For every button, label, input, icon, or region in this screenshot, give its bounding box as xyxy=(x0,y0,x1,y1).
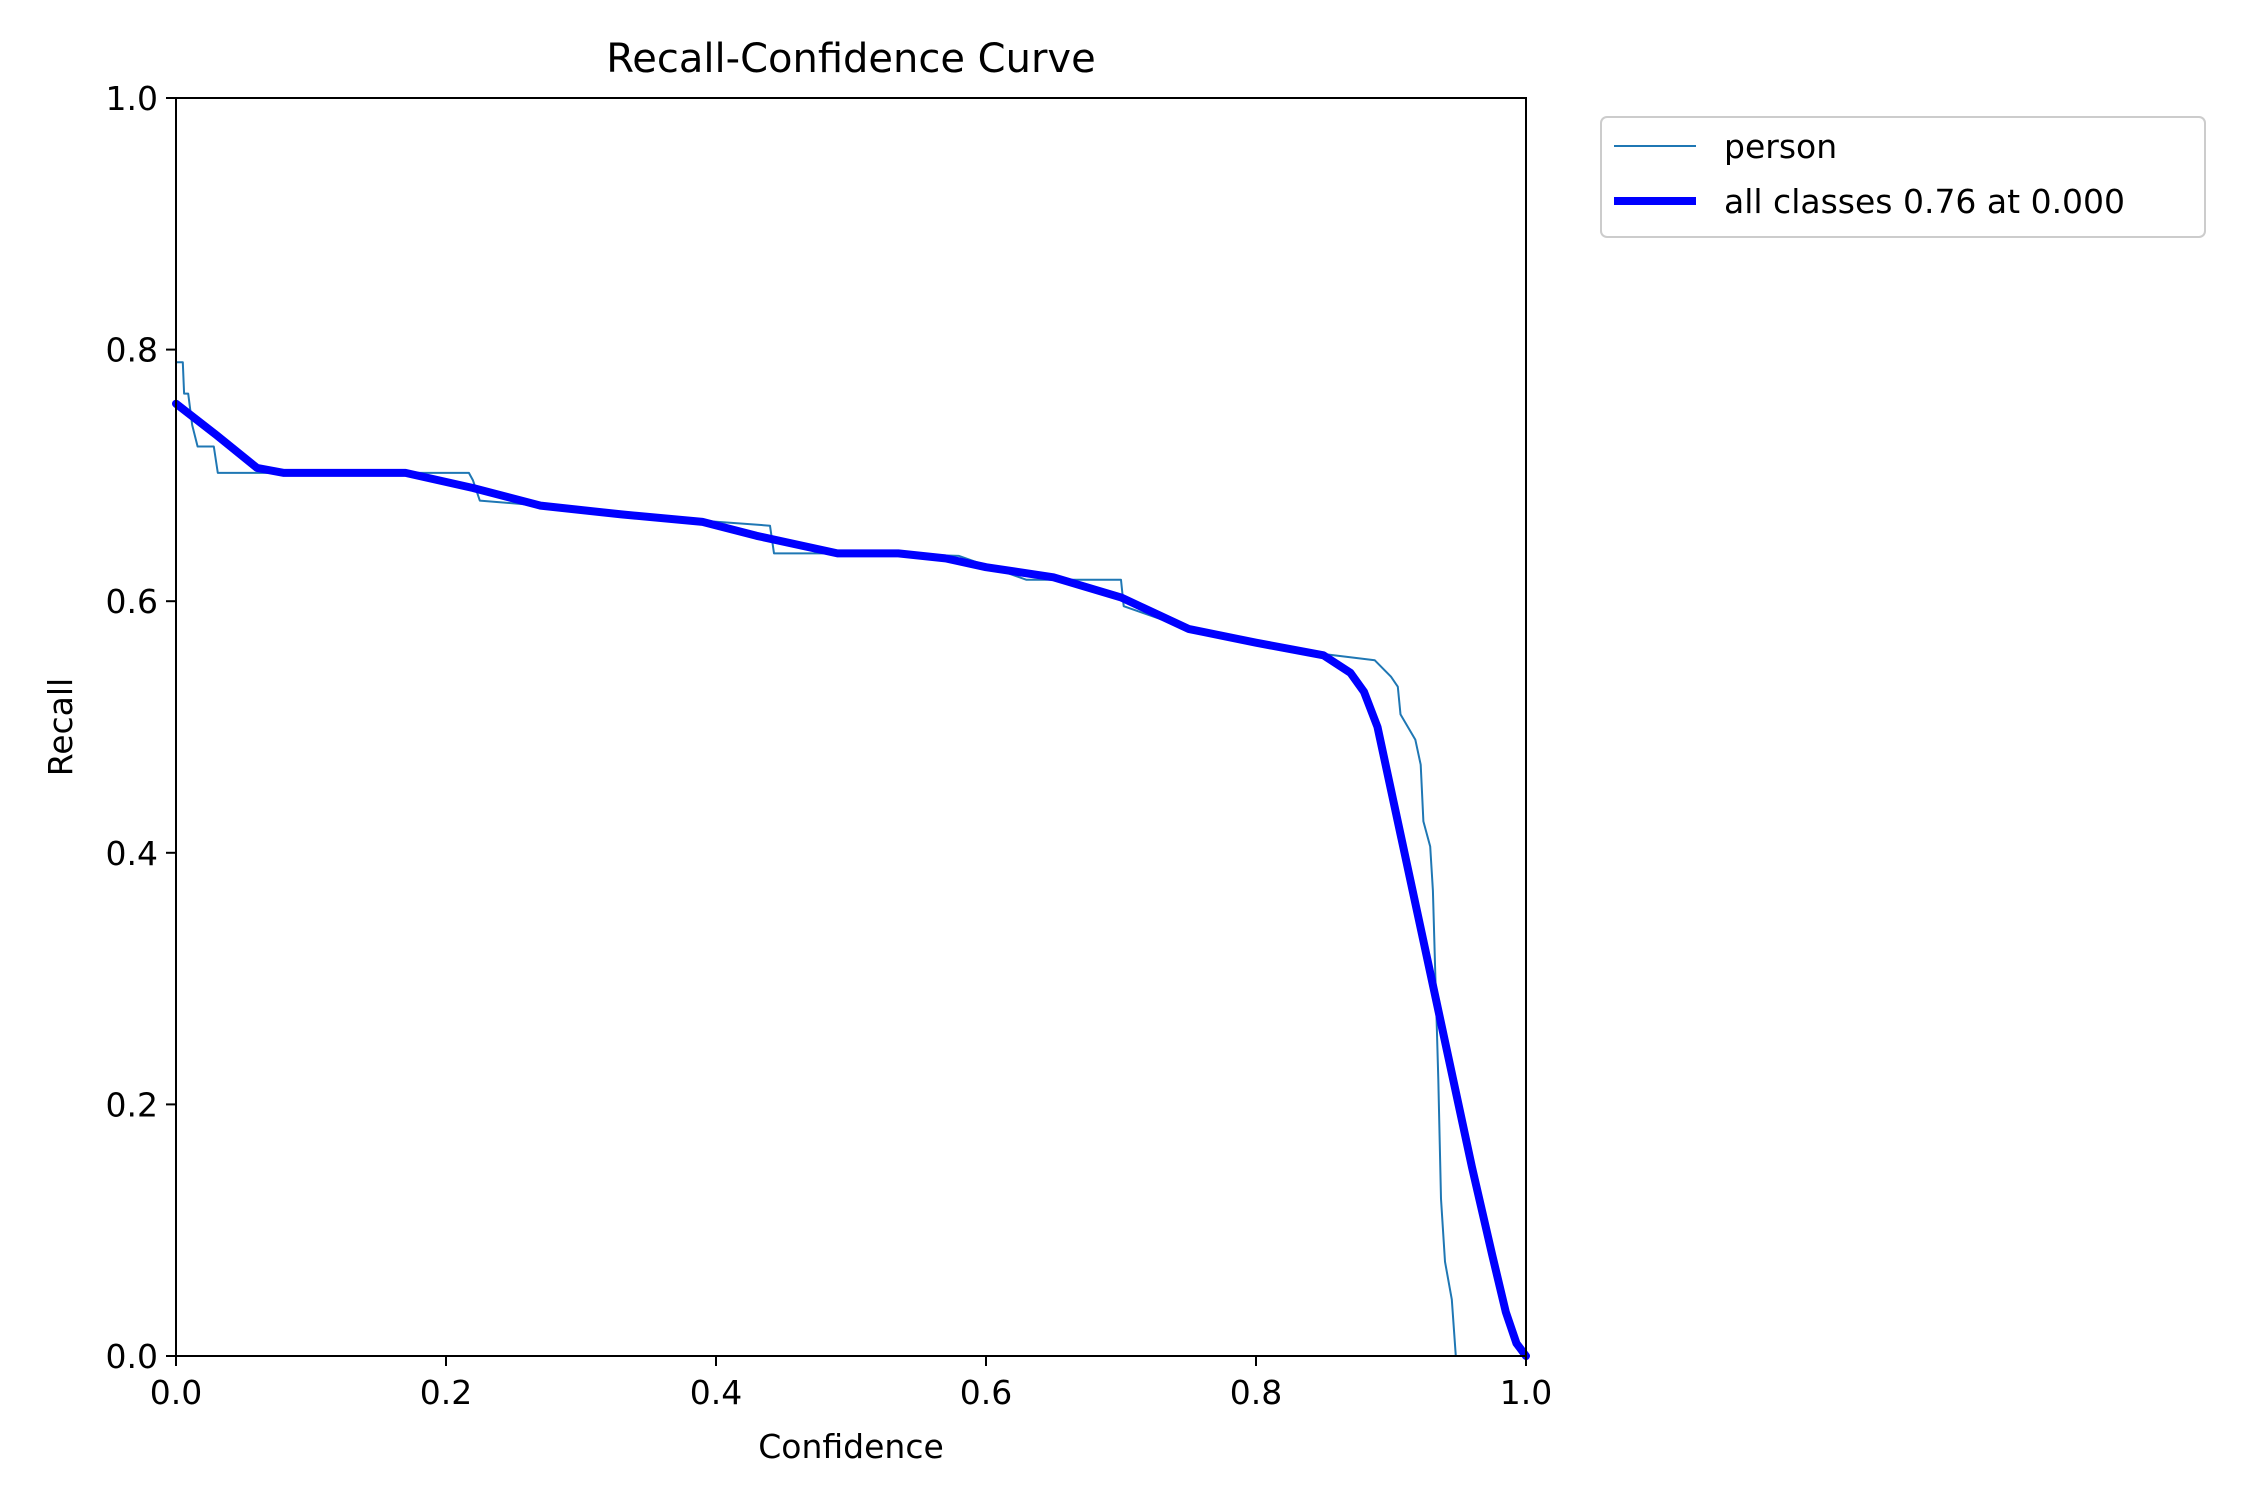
y-axis-ticks: 0.0 0.2 0.4 0.6 0.8 1.0 xyxy=(106,79,176,1376)
y-tick-label: 0.4 xyxy=(106,834,158,873)
y-tick-label: 0.8 xyxy=(106,331,158,370)
series-line-person xyxy=(175,361,1527,1357)
x-axis-label: Confidence xyxy=(758,1427,944,1466)
plot-frame xyxy=(175,97,1527,1357)
y-tick-label: 0.6 xyxy=(106,582,158,621)
series-line-all-classes xyxy=(172,399,1530,1360)
y-tick-label: 1.0 xyxy=(106,79,158,118)
y-tick-label: 0.2 xyxy=(106,1085,158,1124)
x-tick-label: 1.0 xyxy=(1500,1373,1552,1412)
x-tick-label: 0.8 xyxy=(1230,1373,1282,1412)
plot-lines xyxy=(172,361,1530,1360)
legend-box xyxy=(1600,116,2206,238)
y-axis-label: Recall xyxy=(41,678,80,776)
legend-label-all-classes: all classes 0.76 at 0.000 xyxy=(1724,182,2125,221)
x-tick-label: 0.6 xyxy=(960,1373,1012,1412)
chart-title: Recall-Confidence Curve xyxy=(606,36,1095,82)
legend-label-person: person xyxy=(1724,127,1837,166)
y-tick-label: 0.0 xyxy=(106,1337,158,1376)
x-tick-label: 0.4 xyxy=(690,1373,742,1412)
x-tick-label: 0.2 xyxy=(420,1373,472,1412)
legend: person all classes 0.76 at 0.000 xyxy=(1600,116,2206,238)
x-axis-ticks: 0.0 0.2 0.4 0.6 0.8 1.0 xyxy=(150,1356,1552,1412)
x-tick-label: 0.0 xyxy=(150,1373,202,1412)
